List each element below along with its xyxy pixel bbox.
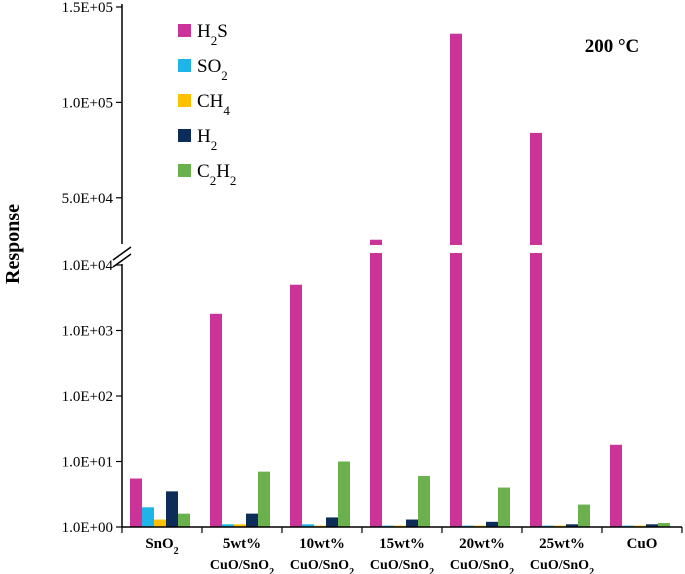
x-tick-label: CuO	[627, 536, 658, 552]
bar-c2h2-3	[418, 476, 430, 527]
legend-swatch-ch4	[178, 94, 191, 107]
bar-h2s-1	[210, 313, 222, 527]
x-tick-label: SnO2	[145, 536, 178, 557]
bar-c2h2-5	[578, 504, 590, 527]
bar-h2-2	[326, 517, 338, 527]
x-tick-label: 25wt%	[539, 536, 585, 552]
x-tick-label-line2: CuO/SnO2	[450, 558, 514, 574]
bar-h2s-5-upper	[530, 132, 542, 245]
temperature-label: 200 °C	[585, 36, 640, 57]
legend: H2S SO2 CH4 H2 C2H2	[178, 21, 236, 188]
x-tick-label-line2: CuO/SnO2	[370, 558, 434, 574]
legend-swatch-c2h2	[178, 164, 191, 177]
bar-h2s-4-lower	[450, 253, 462, 527]
bar-c2h2-1	[258, 471, 270, 527]
bar-h2-6	[646, 524, 658, 527]
y-tick-label: 1.0E+05	[62, 95, 113, 111]
x-tick-label-line2: CuO/SnO2	[210, 558, 274, 574]
y-tick-label: 5.0E+04	[62, 191, 114, 207]
legend-swatch-h2s	[178, 24, 191, 37]
bar-so2-0	[142, 507, 154, 527]
legend-label-ch4: CH4	[197, 91, 230, 118]
y-tick-label: 1.5E+05	[62, 0, 113, 16]
legend-swatch-so2	[178, 59, 191, 72]
y-tick-label: 1.0E+02	[62, 389, 113, 405]
x-tick-label-line2: CuO/SnO2	[530, 558, 594, 574]
y-tick-label: 1.0E+01	[62, 455, 113, 471]
x-tick-label: 15wt%	[379, 536, 425, 552]
legend-label-h2: H2	[197, 126, 217, 153]
bar-h2-0	[166, 491, 178, 527]
bar-ch4-0	[154, 519, 166, 527]
bar-so2-2	[302, 524, 314, 527]
bar-h2s-0	[130, 478, 142, 527]
y-tick-label: 1.0E+00	[62, 520, 113, 536]
bar-h2-1	[246, 513, 258, 527]
bar-ch4-1	[234, 524, 246, 527]
axis-break-mark-2	[112, 246, 132, 261]
bar-h2s-2	[290, 284, 302, 527]
bar-break-gap	[440, 245, 600, 252]
bar-c2h2-6	[658, 523, 670, 527]
bar-c2h2-4	[498, 487, 510, 527]
y-tick-label: 1.0E+04	[62, 258, 114, 274]
y-tick-label: 1.0E+03	[62, 324, 113, 340]
bars-group	[130, 33, 670, 527]
x-tick-label: 5wt%	[223, 536, 261, 552]
x-tick-label: 10wt%	[299, 536, 345, 552]
axes-group: 1.0E+00 1.0E+01 1.0E+02 1.0E+03 1.0E+04 5.0E+…	[62, 0, 683, 574]
bar-h2s-6	[610, 444, 622, 527]
bar-so2-1	[222, 524, 234, 527]
bar-h2s-3-lower	[370, 253, 382, 527]
bar-c2h2-2	[338, 461, 350, 527]
bar-h2-4	[486, 521, 498, 527]
bar-h2-5	[566, 524, 578, 527]
legend-swatch-h2	[178, 129, 191, 142]
bar-c2h2-0	[178, 513, 190, 527]
y-axis-label: Response	[2, 204, 24, 284]
legend-label-h2s: H2S	[197, 21, 228, 48]
bar-h2s-5-lower	[530, 253, 542, 527]
x-tick-label: 20wt%	[459, 536, 505, 552]
legend-label-so2: SO2	[197, 56, 228, 83]
bar-h2s-4-upper	[450, 33, 462, 246]
x-tick-label-line2: CuO/SnO2	[290, 558, 354, 574]
legend-label-c2h2: C2H2	[197, 161, 236, 188]
bar-h2s-3-upper	[370, 239, 382, 245]
bar-h2-3	[406, 519, 418, 527]
